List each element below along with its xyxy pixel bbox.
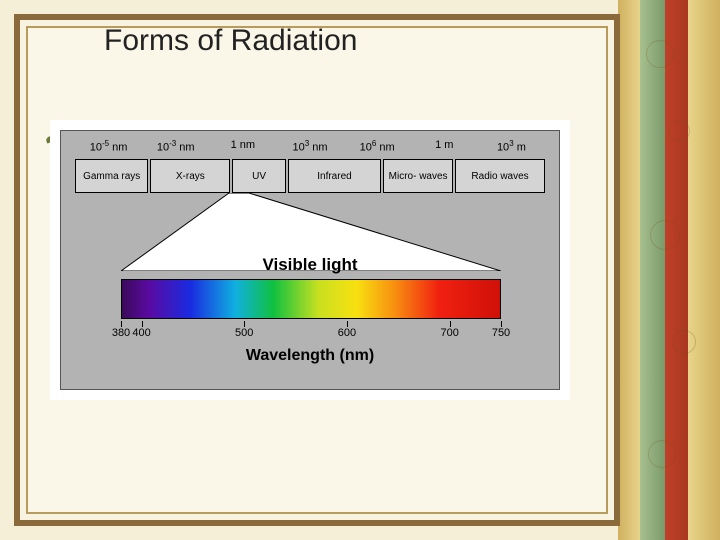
slide-title: Forms of Radiation bbox=[104, 24, 357, 58]
spectrum-tick-label: 700 bbox=[440, 327, 458, 339]
wavelength-label: 103 nm bbox=[276, 139, 343, 157]
wavelength-label: 10-5 nm bbox=[75, 139, 142, 157]
visible-spectrum-bar bbox=[121, 279, 501, 319]
spectrum-tick-label: 600 bbox=[338, 327, 356, 339]
spectrum-tick-label: 380 bbox=[112, 327, 130, 339]
radiation-bands-row: Gamma raysX-raysUVInfraredMicro- wavesRa… bbox=[75, 159, 545, 193]
wavelength-label: 103 m bbox=[478, 139, 545, 157]
wavelength-label: 10-3 nm bbox=[142, 139, 209, 157]
spectrum-wavelength-scale: 380400500600700750 bbox=[121, 321, 501, 343]
radiation-band: Micro- waves bbox=[383, 159, 453, 193]
wavelength-scale-row: 10-5 nm10-3 nm1 nm103 nm106 nm1 m103 m bbox=[75, 139, 545, 157]
radiation-band: Radio waves bbox=[455, 159, 545, 193]
decorative-side-panel bbox=[610, 0, 720, 540]
radiation-band: Gamma rays bbox=[75, 159, 148, 193]
wavelength-label: 1 nm bbox=[209, 139, 276, 157]
wavelength-label: 106 nm bbox=[344, 139, 411, 157]
radiation-band: X-rays bbox=[150, 159, 230, 193]
wavelength-axis-label: Wavelength (nm) bbox=[61, 347, 559, 365]
spectrum-tick-label: 400 bbox=[132, 327, 150, 339]
radiation-band: Infrared bbox=[288, 159, 381, 193]
spectrum-tick-label: 750 bbox=[492, 327, 510, 339]
radiation-band: UV bbox=[232, 159, 286, 193]
visible-light-label: Visible light bbox=[61, 255, 559, 275]
spectrum-tick-label: 500 bbox=[235, 327, 253, 339]
em-spectrum-diagram: 10-5 nm10-3 nm1 nm103 nm106 nm1 m103 m G… bbox=[60, 130, 560, 390]
wavelength-label: 1 m bbox=[411, 139, 478, 157]
